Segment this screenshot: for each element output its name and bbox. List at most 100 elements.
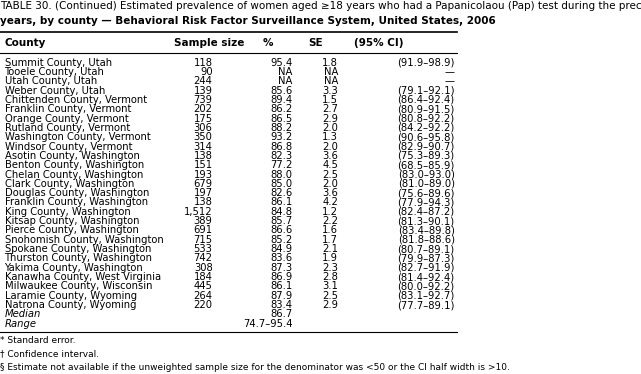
Text: Windsor County, Vermont: Windsor County, Vermont bbox=[4, 141, 132, 151]
Text: 86.1: 86.1 bbox=[271, 197, 292, 208]
Text: 138: 138 bbox=[194, 197, 213, 208]
Text: Natrona County, Wyoming: Natrona County, Wyoming bbox=[4, 300, 136, 310]
Text: 3.6: 3.6 bbox=[322, 151, 338, 161]
Text: 175: 175 bbox=[194, 114, 213, 123]
Text: years, by county — Behavioral Risk Factor Surveillance System, United States, 20: years, by county — Behavioral Risk Facto… bbox=[0, 16, 495, 26]
Text: TABLE 30. (Continued) Estimated prevalence of women aged ≥18 years who had a Pap: TABLE 30. (Continued) Estimated prevalen… bbox=[0, 1, 641, 11]
Text: (68.5–85.9): (68.5–85.9) bbox=[397, 160, 454, 170]
Text: Spokane County, Washington: Spokane County, Washington bbox=[4, 244, 151, 254]
Text: 2.1: 2.1 bbox=[322, 244, 338, 254]
Text: 95.4: 95.4 bbox=[271, 58, 292, 68]
Text: Sample size: Sample size bbox=[174, 38, 244, 48]
Text: 2.0: 2.0 bbox=[322, 141, 338, 151]
Text: 264: 264 bbox=[194, 291, 213, 301]
Text: 1.2: 1.2 bbox=[322, 207, 338, 217]
Text: 2.0: 2.0 bbox=[322, 179, 338, 189]
Text: 2.2: 2.2 bbox=[322, 216, 338, 226]
Text: 88.0: 88.0 bbox=[271, 169, 292, 180]
Text: —: — bbox=[445, 67, 454, 77]
Text: 244: 244 bbox=[194, 76, 213, 86]
Text: (84.2–92.2): (84.2–92.2) bbox=[397, 123, 454, 133]
Text: (83.4–89.8): (83.4–89.8) bbox=[398, 226, 454, 236]
Text: † Confidence interval.: † Confidence interval. bbox=[0, 350, 99, 359]
Text: 86.2: 86.2 bbox=[271, 104, 292, 114]
Text: Douglas County, Washington: Douglas County, Washington bbox=[4, 188, 149, 198]
Text: 1.6: 1.6 bbox=[322, 226, 338, 236]
Text: %: % bbox=[263, 38, 273, 48]
Text: (80.8–92.2): (80.8–92.2) bbox=[397, 114, 454, 123]
Text: Laramie County, Wyoming: Laramie County, Wyoming bbox=[4, 291, 137, 301]
Text: 86.8: 86.8 bbox=[271, 141, 292, 151]
Text: 85.0: 85.0 bbox=[271, 179, 292, 189]
Text: (75.3–89.3): (75.3–89.3) bbox=[397, 151, 454, 161]
Text: (81.3–90.1): (81.3–90.1) bbox=[397, 216, 454, 226]
Text: 306: 306 bbox=[194, 123, 213, 133]
Text: 2.5: 2.5 bbox=[322, 291, 338, 301]
Text: 151: 151 bbox=[194, 160, 213, 170]
Text: 314: 314 bbox=[194, 141, 213, 151]
Text: Range: Range bbox=[4, 319, 37, 329]
Text: Utah County, Utah: Utah County, Utah bbox=[4, 76, 97, 86]
Text: Median: Median bbox=[4, 309, 41, 319]
Text: 3.3: 3.3 bbox=[322, 86, 338, 96]
Text: 74.7–95.4: 74.7–95.4 bbox=[243, 319, 292, 329]
Text: (81.8–88.6): (81.8–88.6) bbox=[397, 235, 454, 245]
Text: 82.3: 82.3 bbox=[271, 151, 292, 161]
Text: (80.9–91.5): (80.9–91.5) bbox=[397, 104, 454, 114]
Text: Chittenden County, Vermont: Chittenden County, Vermont bbox=[4, 95, 147, 105]
Text: 86.5: 86.5 bbox=[271, 114, 292, 123]
Text: 85.7: 85.7 bbox=[271, 216, 292, 226]
Text: Pierce County, Washington: Pierce County, Washington bbox=[4, 226, 138, 236]
Text: Rutland County, Vermont: Rutland County, Vermont bbox=[4, 123, 130, 133]
Text: 2.7: 2.7 bbox=[322, 104, 338, 114]
Text: 83.6: 83.6 bbox=[271, 254, 292, 263]
Text: Clark County, Washington: Clark County, Washington bbox=[4, 179, 134, 189]
Text: Milwaukee County, Wisconsin: Milwaukee County, Wisconsin bbox=[4, 281, 152, 291]
Text: (77.9–94.3): (77.9–94.3) bbox=[397, 197, 454, 208]
Text: Thurston County, Washington: Thurston County, Washington bbox=[4, 254, 153, 263]
Text: 87.9: 87.9 bbox=[271, 291, 292, 301]
Text: 85.6: 85.6 bbox=[271, 86, 292, 96]
Text: Franklin County, Vermont: Franklin County, Vermont bbox=[4, 104, 131, 114]
Text: Chelan County, Washington: Chelan County, Washington bbox=[4, 169, 143, 180]
Text: (75.6–89.6): (75.6–89.6) bbox=[397, 188, 454, 198]
Text: 742: 742 bbox=[194, 254, 213, 263]
Text: Weber County, Utah: Weber County, Utah bbox=[4, 86, 105, 96]
Text: 2.9: 2.9 bbox=[322, 300, 338, 310]
Text: 88.2: 88.2 bbox=[271, 123, 292, 133]
Text: 691: 691 bbox=[194, 226, 213, 236]
Text: 86.6: 86.6 bbox=[271, 226, 292, 236]
Text: 139: 139 bbox=[194, 86, 213, 96]
Text: * Standard error.: * Standard error. bbox=[0, 336, 76, 345]
Text: Washington County, Vermont: Washington County, Vermont bbox=[4, 132, 151, 142]
Text: NA: NA bbox=[324, 67, 338, 77]
Text: Franklin County, Washington: Franklin County, Washington bbox=[4, 197, 147, 208]
Text: (95% CI): (95% CI) bbox=[354, 38, 404, 48]
Text: 77.2: 77.2 bbox=[270, 160, 292, 170]
Text: Kanawha County, West Virginia: Kanawha County, West Virginia bbox=[4, 272, 161, 282]
Text: (82.4–87.2): (82.4–87.2) bbox=[397, 207, 454, 217]
Text: Benton County, Washington: Benton County, Washington bbox=[4, 160, 144, 170]
Text: Orange County, Vermont: Orange County, Vermont bbox=[4, 114, 128, 123]
Text: —: — bbox=[445, 76, 454, 86]
Text: 220: 220 bbox=[194, 300, 213, 310]
Text: (91.9–98.9): (91.9–98.9) bbox=[397, 58, 454, 68]
Text: 82.6: 82.6 bbox=[271, 188, 292, 198]
Text: § Estimate not available if the unweighted sample size for the denominator was <: § Estimate not available if the unweight… bbox=[0, 363, 510, 372]
Text: 4.2: 4.2 bbox=[322, 197, 338, 208]
Text: (81.0–89.0): (81.0–89.0) bbox=[397, 179, 454, 189]
Text: (79.9–87.3): (79.9–87.3) bbox=[397, 254, 454, 263]
Text: Tooele County, Utah: Tooele County, Utah bbox=[4, 67, 104, 77]
Text: 2.8: 2.8 bbox=[322, 272, 338, 282]
Text: 2.0: 2.0 bbox=[322, 123, 338, 133]
Text: NA: NA bbox=[278, 76, 292, 86]
Text: 90: 90 bbox=[200, 67, 213, 77]
Text: 85.2: 85.2 bbox=[271, 235, 292, 245]
Text: 308: 308 bbox=[194, 263, 213, 273]
Text: 2.5: 2.5 bbox=[322, 169, 338, 180]
Text: 84.8: 84.8 bbox=[271, 207, 292, 217]
Text: (77.7–89.1): (77.7–89.1) bbox=[397, 300, 454, 310]
Text: (82.7–91.9): (82.7–91.9) bbox=[397, 263, 454, 273]
Text: (83.0–93.0): (83.0–93.0) bbox=[398, 169, 454, 180]
Text: 679: 679 bbox=[194, 179, 213, 189]
